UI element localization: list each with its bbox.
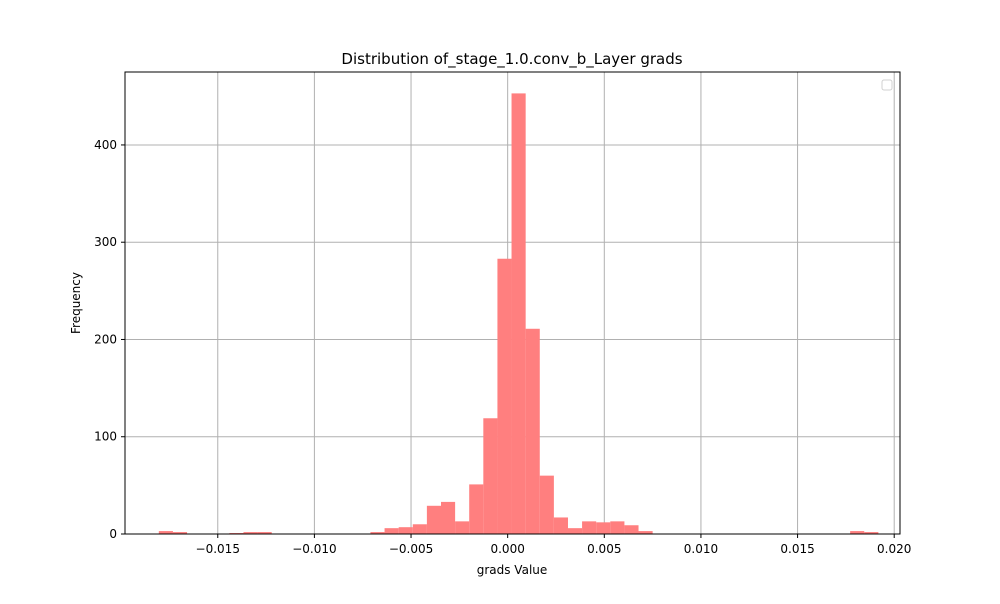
histogram-bar xyxy=(610,521,625,534)
histogram-bar xyxy=(511,93,526,535)
histogram-bar xyxy=(539,475,554,534)
histogram-bar xyxy=(624,525,639,534)
histogram-bar xyxy=(864,532,879,534)
histogram-bar xyxy=(582,521,597,534)
y-tick-label: 400 xyxy=(94,138,117,152)
histogram-bar xyxy=(172,532,188,534)
x-axis-label: grads Value xyxy=(477,563,548,577)
histogram-bar xyxy=(455,521,470,534)
histogram-bar xyxy=(553,517,568,534)
histogram-bars xyxy=(158,93,879,535)
chart-title: Distribution of_stage_1.0.conv_b_Layer g… xyxy=(341,50,682,69)
histogram-bar xyxy=(440,501,456,534)
histogram-bar xyxy=(412,524,427,534)
histogram-bar xyxy=(850,531,865,534)
x-tick-label: −0.010 xyxy=(292,542,336,556)
histogram-bar xyxy=(398,527,413,534)
histogram-bar xyxy=(567,528,583,534)
histogram-bar xyxy=(483,418,498,534)
histogram-bar xyxy=(638,531,653,534)
y-tick-label: 300 xyxy=(94,235,117,249)
histogram-bar xyxy=(384,528,399,534)
x-tick-label: 0.010 xyxy=(684,542,718,556)
histogram-bar xyxy=(497,258,512,534)
plot-frame xyxy=(124,71,901,535)
y-tick-label: 200 xyxy=(94,332,117,346)
histogram-bar xyxy=(158,531,173,534)
x-tick-label: 0.005 xyxy=(587,542,621,556)
axis-ticks: −0.015 −0.010 −0.005 0.000 0.005 0.010 0.015 0.… xyxy=(94,138,911,556)
y-axis-label: Frequency xyxy=(69,272,83,334)
histogram-bar xyxy=(257,532,272,534)
legend-box xyxy=(881,79,893,91)
x-tick-label: −0.015 xyxy=(196,542,240,556)
histogram-bar xyxy=(370,532,385,534)
histogram-bar xyxy=(525,328,540,534)
histogram-bar xyxy=(469,484,484,534)
x-tick-label: −0.005 xyxy=(389,542,433,556)
x-tick-label: 0.000 xyxy=(490,542,524,556)
y-tick-label: 0 xyxy=(109,527,117,541)
x-tick-label: 0.020 xyxy=(877,542,911,556)
y-tick-label: 100 xyxy=(94,430,117,444)
histogram-bar xyxy=(243,532,258,534)
histogram-bar xyxy=(426,505,442,534)
x-tick-label: 0.015 xyxy=(780,542,814,556)
histogram-bar xyxy=(596,522,611,534)
